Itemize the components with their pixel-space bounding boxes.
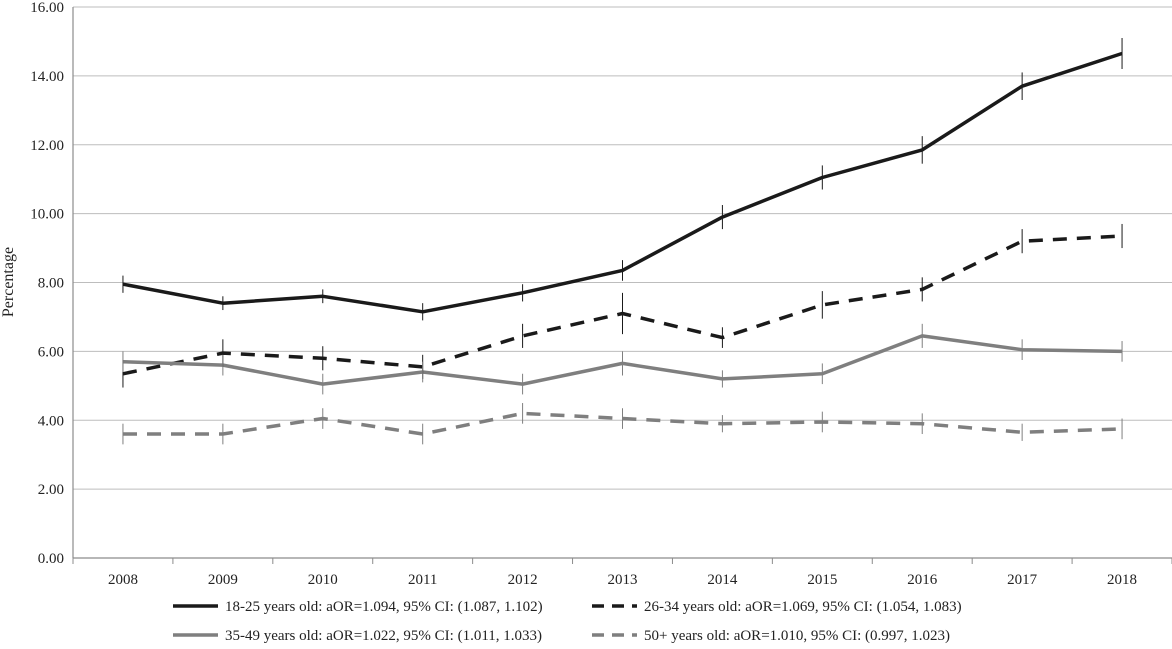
x-tick-label: 2012 (508, 572, 538, 588)
x-tick-label: 2011 (408, 572, 437, 588)
x-tick-label: 2015 (807, 572, 837, 588)
y-tick-label: 6.00 (38, 344, 64, 360)
y-tick-label: 4.00 (38, 413, 64, 429)
y-axis-label: Percentage (0, 247, 17, 317)
x-tick-label: 2017 (1007, 572, 1038, 588)
x-tick-label: 2014 (707, 572, 738, 588)
legend-label: 18-25 years old: aOR=1.094, 95% CI: (1.0… (225, 599, 543, 615)
x-tick-label: 2013 (608, 572, 638, 588)
y-tick-label: 16.00 (30, 0, 64, 16)
x-tick-label: 2008 (108, 572, 138, 588)
error-bars (122, 37, 1123, 445)
series-lines (122, 51, 1123, 436)
y-tick-label: 0.00 (38, 551, 64, 567)
y-tick-label: 2.00 (38, 482, 64, 498)
legend-label: 26-34 years old: aOR=1.069, 95% CI: (1.0… (644, 599, 962, 615)
y-tick-label: 10.00 (30, 207, 64, 223)
legend-label: 35-49 years old: aOR=1.022, 95% CI: (1.0… (225, 628, 542, 644)
legend: 18-25 years old: aOR=1.094, 95% CI: (1.0… (173, 599, 962, 644)
y-tick-label: 8.00 (38, 276, 64, 292)
y-tick-label: 12.00 (30, 138, 64, 154)
x-tick-label: 2018 (1107, 572, 1137, 588)
legend-label: 50+ years old: aOR=1.010, 95% CI: (0.997… (644, 628, 950, 644)
x-tick-label: 2010 (308, 572, 338, 588)
x-tick-label: 2016 (907, 572, 938, 588)
axes: 0.00 2.00 4.00 6.00 8.00 10.00 12.00 14.00 16.00… (30, 0, 1172, 588)
y-tick-label: 14.00 (30, 69, 64, 85)
x-tick-label: 2009 (208, 572, 238, 588)
